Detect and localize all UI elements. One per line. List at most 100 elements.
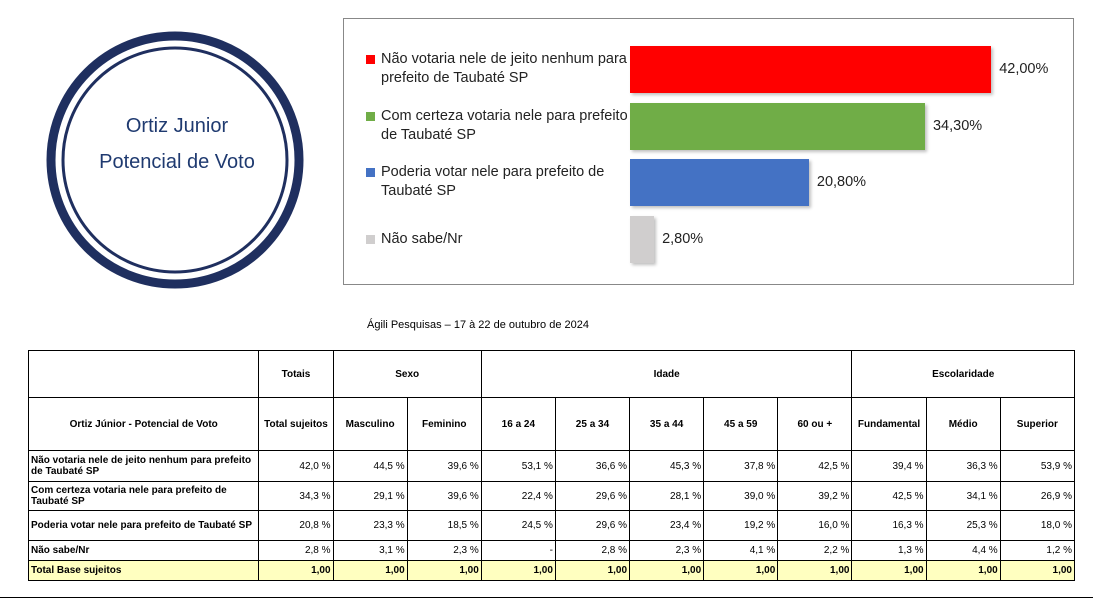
column-header: 25 a 34 <box>554 397 631 451</box>
legend-label: Não votaria nele de jeito nenhum para pr… <box>381 51 627 86</box>
cell: 2,8 % <box>554 540 631 561</box>
cell: 29,6 % <box>554 481 631 511</box>
row-label: Total Base sujeitos <box>27 560 260 581</box>
bar <box>630 159 809 206</box>
cell: 1,00 <box>554 560 631 581</box>
cell: 1,00 <box>629 560 705 581</box>
value-label: 2,80% <box>662 230 704 247</box>
table-title: Ortiz Júnior - Potencial de Voto <box>27 397 260 451</box>
cell: 42,5 % <box>777 450 853 482</box>
cell: 39,6 % <box>406 481 482 511</box>
legend-item: Não sabe/Nr <box>366 230 628 249</box>
legend-label: Poderia votar nele para prefeito de Taub… <box>381 164 605 199</box>
cell: 39,6 % <box>406 450 482 482</box>
column-header: 16 a 24 <box>480 397 556 451</box>
value-label: 34,30% <box>932 117 983 134</box>
column-header: Médio <box>925 397 1001 451</box>
cell: 39,4 % <box>851 450 927 482</box>
cell: 36,3 % <box>925 450 1001 482</box>
cell: 42,5 % <box>851 481 927 511</box>
cell: 23,4 % <box>629 510 705 541</box>
cell: 1,00 <box>851 560 927 581</box>
cell: 16,3 % <box>851 510 927 541</box>
cell: 3,1 % <box>332 540 408 561</box>
cell: 2,3 % <box>629 540 705 561</box>
cell: 29,6 % <box>554 510 631 541</box>
cell: 39,2 % <box>777 481 853 511</box>
column-header: Feminino <box>406 397 482 451</box>
cell: 2,8 % <box>258 540 334 561</box>
row-label: Com certeza votaria nele para prefeito d… <box>27 481 260 511</box>
cell: 1,00 <box>925 560 1001 581</box>
legend-swatch <box>366 111 375 121</box>
legend-item: Poderia votar nele para prefeito de Taub… <box>366 163 628 201</box>
cell: 1,00 <box>406 560 482 581</box>
cell: 53,1 % <box>480 450 556 482</box>
table-row: Não sabe/Nr 2,8 % 3,1 % 2,3 % -2,8 % 2,3 % 4,1… <box>27 540 1076 561</box>
cell: 2,2 % <box>777 540 853 561</box>
cell: 1,00 <box>703 560 779 581</box>
cell: 23,3 % <box>332 510 408 541</box>
table-row: Com certeza votaria nele para prefeito d… <box>27 481 1076 511</box>
cell: 22,4 % <box>480 481 556 511</box>
cell: 39,0 % <box>703 481 779 511</box>
cell: 24,5 % <box>480 510 556 541</box>
cell: 34,1 % <box>925 481 1001 511</box>
bar <box>630 46 992 93</box>
badge-subtitle: Potencial de Voto <box>99 151 255 173</box>
group-header: Sexo <box>332 350 482 398</box>
table-row: Total Base sujeitos 1,00 1,00 1,00 1,00 1,00 1… <box>27 560 1076 581</box>
cell: 44,5 % <box>332 450 408 482</box>
cell: - <box>480 540 556 561</box>
value-label: 20,80% <box>816 174 867 190</box>
row-label: Não sabe/Nr <box>27 540 260 561</box>
group-row: Totais Sexo Idade Escolaridade <box>27 350 1075 398</box>
legend-label: Não sabe/Nr <box>381 230 463 247</box>
cell: 26,9 % <box>999 481 1076 511</box>
cell: 4,4 % <box>925 540 1001 561</box>
column-header: Total sujeitos <box>258 397 334 451</box>
cell: 20,8 % <box>258 510 334 541</box>
cell: 1,00 <box>999 560 1076 581</box>
cell: 16,0 % <box>777 510 853 541</box>
badge-sub-wrap: Potencial de Voto <box>99 151 255 173</box>
cell: 1,2 % <box>999 540 1076 561</box>
bar-chart: Não votaria nele de jeito nenhum para pr… <box>343 18 1074 285</box>
legend-item: Com certeza votaria nele para prefeito d… <box>366 107 628 145</box>
column-row: Ortiz Júnior - Potencial de Voto Total su… <box>27 397 1076 451</box>
column-header: 60 ou + <box>777 397 853 451</box>
value-label: 42,00% <box>999 61 1049 77</box>
cell: 2,3 % <box>406 540 482 561</box>
badge-ring-inner <box>61 46 289 274</box>
cell: 37,8 % <box>703 450 779 482</box>
cell: 28,1 % <box>629 481 705 511</box>
column-header: 45 a 59 <box>703 397 779 451</box>
group-header: Escolaridade <box>851 350 1075 398</box>
cell: 18,0 % <box>999 510 1076 541</box>
cell: 1,00 <box>258 560 334 581</box>
cell: 4,1 % <box>703 540 779 561</box>
corner <box>27 350 260 398</box>
table-row: Não votaria nele de jeito nenhum para pr… <box>27 450 1076 482</box>
cell: 1,3 % <box>851 540 927 561</box>
legend-swatch <box>366 234 375 244</box>
cell: 34,3 % <box>258 481 334 511</box>
group-header: Totais <box>258 350 334 398</box>
badge-ring <box>46 31 304 289</box>
cell: 42,0 % <box>258 450 334 482</box>
cell: 45,3 % <box>629 450 705 482</box>
cell: 18,5 % <box>406 510 482 541</box>
row-label: Poderia votar nele para prefeito de Taub… <box>27 510 260 541</box>
rule <box>0 597 1093 598</box>
legend-swatch <box>366 55 375 64</box>
cell: 19,2 % <box>703 510 779 541</box>
badge: Ortiz Junior Potencial de Voto <box>46 31 304 289</box>
cell: 25,3 % <box>925 510 1001 541</box>
cell: 36,6 % <box>554 450 631 482</box>
legend-swatch <box>366 168 375 177</box>
cell: 53,9 % <box>999 450 1076 482</box>
column-header: 35 a 44 <box>629 397 705 451</box>
cell: 1,00 <box>332 560 408 581</box>
column-header: Fundamental <box>851 397 927 451</box>
